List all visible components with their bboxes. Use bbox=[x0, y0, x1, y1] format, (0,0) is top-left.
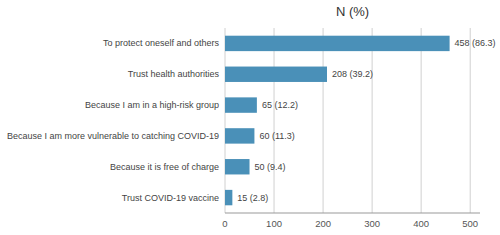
bar bbox=[225, 67, 327, 82]
category-label: Trust COVID-19 vaccine bbox=[122, 193, 219, 203]
x-tick-label: 400 bbox=[413, 218, 429, 229]
value-label: 60 (11.3) bbox=[259, 131, 294, 141]
grid bbox=[225, 28, 470, 213]
grid-line bbox=[225, 28, 226, 213]
x-tick-label: 300 bbox=[364, 218, 380, 229]
category-label: Because it is free of charge bbox=[110, 162, 219, 172]
chart: Trust COVID-19 vaccine Because it is free… bbox=[0, 0, 500, 235]
category-label: Trust health authorities bbox=[128, 69, 220, 79]
x-tick-label: 200 bbox=[315, 218, 331, 229]
value-label: 15 (2.8) bbox=[237, 193, 268, 203]
title: N (%) bbox=[336, 4, 369, 19]
value-label: 458 (86.3) bbox=[455, 38, 496, 48]
grid-line bbox=[470, 28, 471, 213]
bar bbox=[225, 36, 450, 51]
value-label: 50 (9.4) bbox=[255, 162, 286, 172]
category-label: To protect oneself and others bbox=[103, 38, 220, 48]
bar bbox=[225, 128, 254, 143]
category-label: Because I am more vulnerable to catching… bbox=[7, 131, 219, 141]
x-tick-label: 0 bbox=[222, 218, 227, 229]
bar bbox=[225, 190, 232, 205]
x-tick-label: 100 bbox=[266, 218, 282, 229]
grid-line bbox=[372, 28, 373, 213]
grid-line bbox=[323, 28, 324, 213]
bars bbox=[225, 36, 450, 206]
bar bbox=[225, 97, 257, 112]
grid-line bbox=[421, 28, 422, 213]
value-label: 65 (12.2) bbox=[262, 100, 298, 110]
category-label: Because I am in a high-risk group bbox=[85, 100, 219, 110]
x-axis-line bbox=[225, 213, 480, 214]
value-label: 208 (39.2) bbox=[332, 69, 373, 79]
x-tick-label: 500 bbox=[462, 218, 478, 229]
grid-line bbox=[274, 28, 275, 213]
bar bbox=[225, 159, 250, 174]
